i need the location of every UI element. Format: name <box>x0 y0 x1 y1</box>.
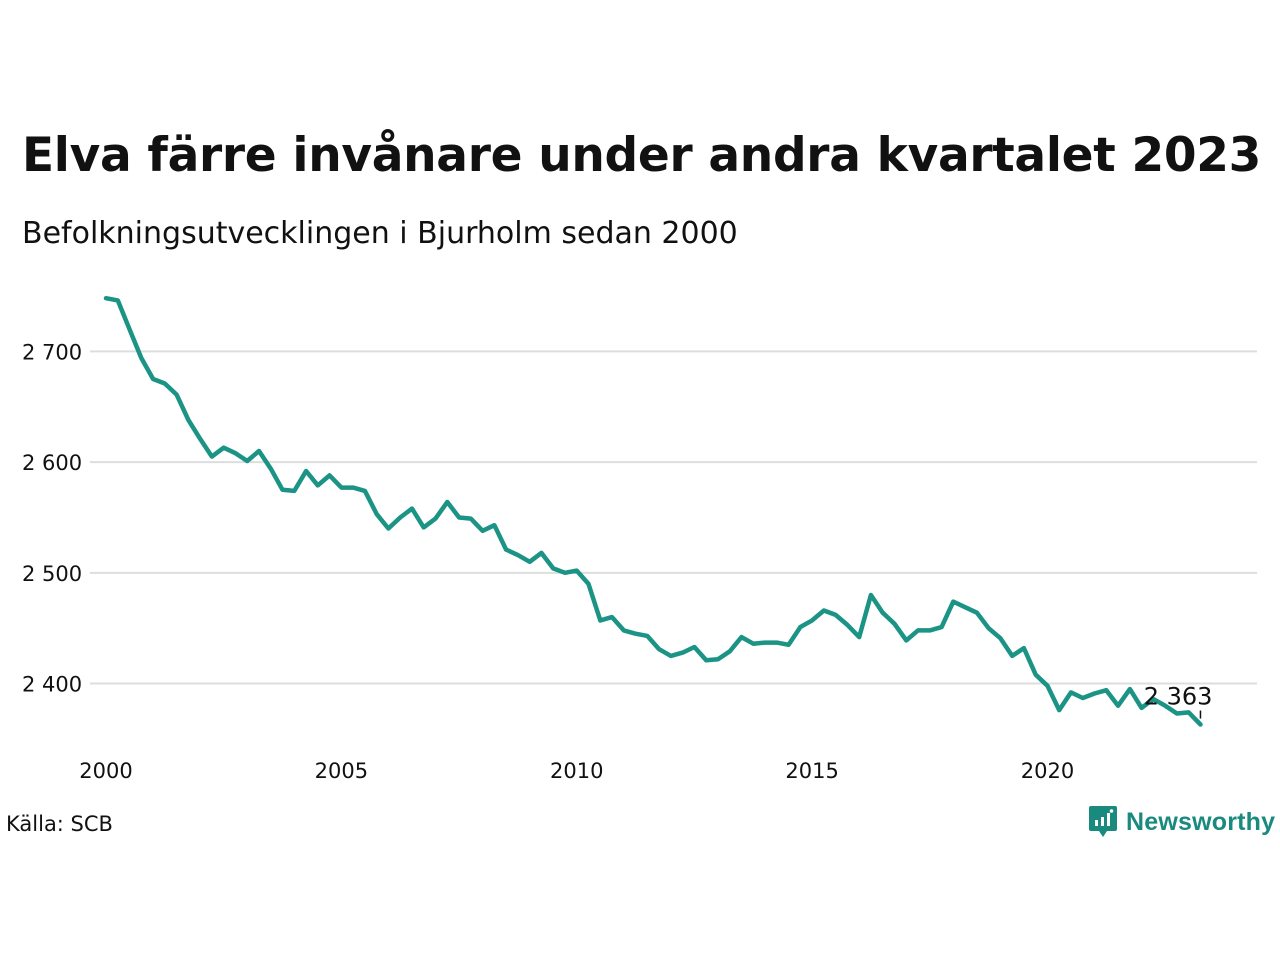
gridlines <box>90 350 1257 685</box>
x-tick-label: 2005 <box>315 759 368 783</box>
x-tick-label: 2000 <box>79 759 132 783</box>
series-line <box>103 295 1203 727</box>
x-axis-ticks: 2000 2005 2010 2015 2020 <box>79 759 1074 783</box>
annotations: 2 363 <box>1144 683 1213 719</box>
x-tick-label: 2020 <box>1021 759 1074 783</box>
x-tick-label: 2010 <box>550 759 603 783</box>
line-chart: 2 400 2 500 2 600 2 700 2000 2005 2010 2015 202… <box>22 295 1257 783</box>
newsworthy-logo-icon <box>1089 806 1117 837</box>
end-value-label: 2 363 <box>1144 683 1213 711</box>
chart-title: Elva färre invånare under andra kvartale… <box>22 128 1262 183</box>
series <box>103 295 1203 727</box>
brand-name: Newsworthy <box>1126 807 1276 836</box>
brand-logo: Newsworthy <box>1088 804 1275 840</box>
x-tick-label: 2015 <box>785 759 838 783</box>
chart-subtitle: Befolkningsutvecklingen i Bjurholm sedan… <box>22 216 738 251</box>
y-tick-label: 2 600 <box>22 451 82 475</box>
y-axis-ticks: 2 400 2 500 2 600 2 700 <box>22 340 82 696</box>
y-tick-label: 2 500 <box>22 562 82 586</box>
y-tick-label: 2 400 <box>22 673 82 697</box>
source-label: Källa: SCB <box>6 812 113 836</box>
y-tick-label: 2 700 <box>22 340 82 364</box>
